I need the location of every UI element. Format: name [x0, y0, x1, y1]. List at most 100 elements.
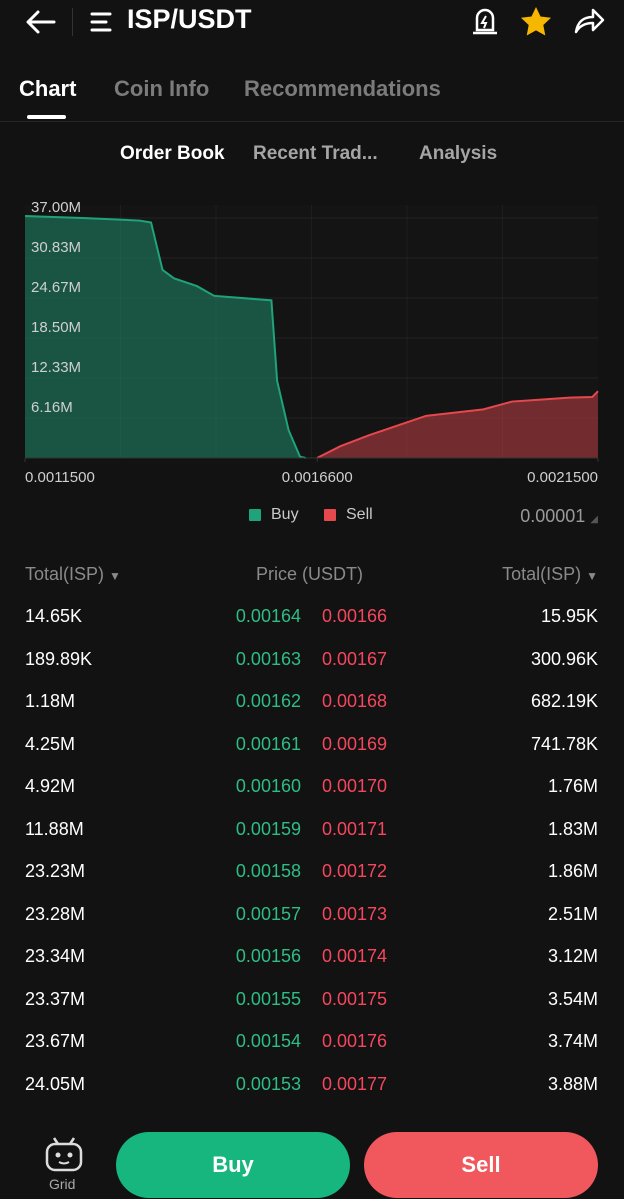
ask-price: 0.00176: [322, 1031, 388, 1051]
bid-price: 0.00160: [235, 776, 301, 796]
pair-title: ISP/USDT: [127, 4, 252, 34]
bid-total: 11.88M: [25, 818, 84, 839]
column-header[interactable]: Total(ISP) ▼: [502, 564, 598, 584]
column-header-text: Total(ISP): [25, 564, 105, 584]
bid-price: 0.00158: [235, 861, 301, 881]
bid-total: 4.92M: [25, 776, 76, 796]
x-tick-label: 0.0011500: [25, 469, 95, 486]
bid-total: 23.37M: [25, 988, 86, 1009]
y-tick-label: 24.67M: [31, 279, 81, 296]
bid-total: 23.67M: [25, 1031, 86, 1051]
bid-price: 0.00155: [235, 988, 301, 1009]
order-row[interactable]: 23.28M 0.00157 0.00173 2.51M: [0, 894, 624, 936]
bid-price: 0.00161: [235, 733, 301, 754]
tab[interactable]: Recommendations: [244, 76, 441, 101]
bid-total: 1.18M: [25, 691, 76, 711]
legend-item: Sell: [324, 506, 373, 524]
favorite-icon[interactable]: [519, 5, 553, 37]
column-header[interactable]: Total(ISP) ▼: [25, 564, 121, 584]
y-tick-label: 30.83M: [31, 239, 81, 256]
y-tick-label: 12.33M: [31, 359, 81, 376]
bid-price: 0.00162: [235, 691, 301, 711]
depth-area: [317, 391, 598, 458]
depth-line: [24, 215, 306, 459]
bid-total: 23.23M: [25, 861, 86, 881]
order-row[interactable]: 189.89K 0.00163 0.00167 300.96K: [0, 639, 624, 681]
sell-button[interactable]: Sell: [364, 1132, 598, 1198]
grid-label: Grid: [49, 1176, 76, 1192]
ask-total: 3.74M: [547, 1031, 598, 1051]
bid-price: 0.00154: [235, 1031, 301, 1051]
tab[interactable]: Coin Info: [114, 76, 210, 101]
order-row[interactable]: 23.23M 0.00158 0.00172 1.86M: [0, 851, 624, 893]
ask-price: 0.00173: [322, 903, 388, 924]
ask-price: 0.00169: [322, 733, 388, 754]
bid-total: 4.25M: [25, 733, 76, 754]
bid-price: 0.00156: [235, 946, 301, 966]
tab-underline: [27, 115, 66, 119]
bid-total: 23.34M: [25, 946, 86, 966]
bid-price: 0.00163: [235, 648, 301, 669]
share-icon[interactable]: [572, 6, 606, 36]
legend-label: Sell: [346, 506, 373, 523]
subtab[interactable]: Recent Trad...: [253, 143, 378, 164]
buy-button[interactable]: Buy: [116, 1132, 350, 1198]
tab[interactable]: Chart: [19, 76, 77, 101]
ask-price: 0.00175: [322, 988, 388, 1009]
bid-total: 189.89K: [25, 648, 93, 669]
ask-price: 0.00170: [322, 776, 388, 796]
ask-total: 3.88M: [547, 1073, 598, 1094]
bid-price: 0.00157: [235, 903, 301, 924]
ask-total: 2.51M: [547, 903, 598, 924]
depth-chart: 6.16M 12.33M 18.50M 24.67M 30.83M 37.00M 0.001…: [24, 199, 599, 486]
ask-total: 300.96K: [530, 648, 598, 669]
ask-total: 1.76M: [547, 776, 598, 796]
grid-bot-icon[interactable]: [42, 1136, 86, 1172]
bid-price: 0.00153: [235, 1073, 301, 1094]
precision-select[interactable]: 0.00001 ◢: [520, 506, 598, 526]
column-header-text: Total(ISP): [502, 564, 582, 584]
order-row[interactable]: 4.25M 0.00161 0.00169 741.78K: [0, 724, 624, 766]
y-tick-label: 37.00M: [31, 199, 81, 216]
ask-total: 3.54M: [547, 988, 598, 1009]
order-row[interactable]: 23.34M 0.00156 0.00174 3.12M: [0, 936, 624, 978]
ask-total: 682.19K: [530, 691, 598, 711]
legend-swatch: [249, 509, 261, 521]
ask-price: 0.00172: [322, 861, 388, 881]
ask-price: 0.00177: [322, 1073, 388, 1094]
ask-price: 0.00167: [322, 648, 388, 669]
column-header: Price (USDT): [256, 564, 363, 584]
precision-value: 0.00001: [520, 506, 586, 526]
order-row[interactable]: 24.05M 0.00153 0.00177 3.88M: [0, 1064, 624, 1106]
ask-price: 0.00171: [322, 818, 388, 839]
divider: [72, 8, 73, 36]
depth-area: [25, 216, 306, 458]
order-row[interactable]: 1.18M 0.00162 0.00168 682.19K: [0, 681, 624, 723]
ask-total: 3.12M: [547, 946, 598, 966]
y-tick-label: 6.16M: [31, 399, 73, 416]
order-row[interactable]: 23.37M 0.00155 0.00175 3.54M: [0, 979, 624, 1021]
y-tick-label: 18.50M: [31, 319, 81, 336]
order-row[interactable]: 11.88M 0.00159 0.00171 1.83M: [0, 809, 624, 851]
order-row[interactable]: 14.65K 0.00164 0.00166 15.95K: [0, 596, 624, 638]
bid-total: 14.65K: [25, 606, 83, 626]
legend-label: Buy: [271, 506, 299, 523]
x-tick-label: 0.0021500: [527, 469, 598, 486]
legend-swatch: [324, 509, 336, 521]
subtab[interactable]: Analysis: [419, 143, 498, 164]
bid-total: 23.28M: [25, 903, 86, 924]
back-icon[interactable]: [24, 8, 58, 36]
ask-total: 741.78K: [530, 733, 598, 754]
alert-icon[interactable]: [470, 6, 500, 36]
subtab[interactable]: Order Book: [120, 143, 225, 164]
ask-total: 15.95K: [540, 606, 598, 626]
order-row[interactable]: 4.92M 0.00160 0.00170 1.76M: [0, 766, 624, 808]
x-tick-label: 0.0016600: [282, 469, 353, 486]
menu-icon[interactable]: [90, 10, 114, 34]
ask-price: 0.00174: [322, 946, 388, 966]
legend-item: Buy: [249, 506, 299, 524]
separator: [0, 121, 624, 122]
order-row[interactable]: 23.67M 0.00154 0.00176 3.74M: [0, 1021, 624, 1063]
ask-price: 0.00166: [322, 606, 388, 626]
